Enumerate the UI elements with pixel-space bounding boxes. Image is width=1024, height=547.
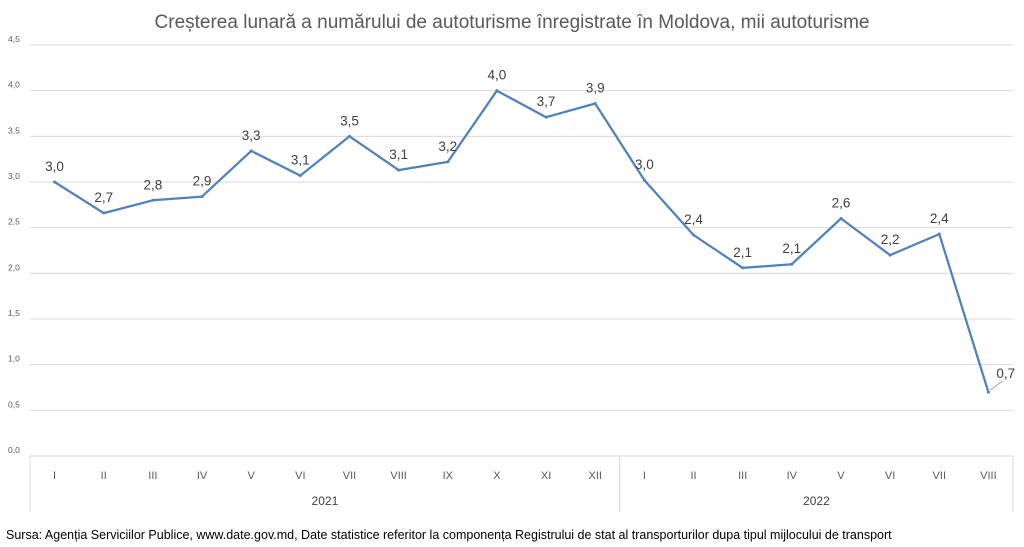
data-point [298,174,302,178]
x-tick-label: XII [588,470,601,482]
x-tick-label: V [837,470,845,482]
chart-title: Creșterea lunară a numărului de autoturi… [155,12,870,33]
x-tick-label: I [53,470,56,482]
x-tick-label: IX [443,470,454,482]
data-point [53,180,57,184]
data-labels: 3,0 2,7 2,8 2,9 3,3 3,1 3,5 3,1 3,2 4,0 3,7 3,9 3,0 2… [45,68,1015,391]
data-label: 3,2 [438,139,457,154]
x-tick-label: II [690,470,696,482]
x-tick-label: III [148,470,157,482]
data-label: 2,8 [143,177,162,192]
x-tick-label: VIII [390,470,407,482]
x-tick-label: X [493,470,501,482]
data-point [692,233,696,237]
y-tick-label: 4,5 [8,34,20,44]
x-tick-label: V [248,470,256,482]
y-tick-label: 2,5 [8,217,20,227]
data-label: 3,1 [291,153,310,168]
data-point [544,115,548,119]
data-label: 2,7 [94,190,113,205]
data-point [839,217,843,221]
data-point [347,134,351,138]
data-point [249,149,253,153]
data-label: 2,4 [684,212,703,227]
data-label: 3,7 [537,94,556,109]
y-tick-label: 4,0 [8,80,20,90]
x-axis: I II III IV V VI VII VIII IX X XI XII I II III IV V VI VII… [29,455,1014,512]
x-tick-label: IV [197,470,208,482]
data-label: 3,9 [586,80,605,95]
data-label: 2,4 [930,211,949,226]
data-label: 2,1 [782,241,801,256]
y-tick-label: 2,0 [8,262,20,272]
data-point [446,160,450,164]
y-tick-label: 1,0 [8,354,20,364]
series-line [53,89,990,394]
y-tick-label: 0,5 [8,399,20,409]
data-point [200,195,204,199]
source-note: Sursa: Agenția Serviciilor Publice, www.… [6,528,892,542]
data-point [151,198,155,202]
data-label: 0,7 [996,366,1015,381]
x-tick-label: VIII [980,470,997,482]
x-tick-label: II [101,470,107,482]
x-tick-label: XI [541,470,551,482]
data-label: 3,5 [340,113,359,128]
data-point [790,262,794,266]
x-tick-label: VII [933,470,946,482]
y-tick-label: 3,0 [8,171,20,181]
data-point [642,178,646,182]
x-tick-label: VII [343,470,356,482]
x-tick-label: IV [787,470,798,482]
data-label: 2,9 [193,174,212,189]
data-point [937,232,941,236]
year-label: 2022 [803,494,830,508]
data-label: 4,0 [488,68,507,83]
x-tick-label: VI [885,470,895,482]
y-tick-label: 1,5 [8,308,20,318]
data-label: 3,0 [45,159,64,174]
data-label: 2,2 [881,232,900,247]
data-series [53,89,990,394]
data-point [397,168,401,172]
data-label: 2,6 [832,196,851,211]
leader-line [990,380,1003,391]
y-axis: 0,0 0,5 1,0 1,5 2,0 2,5 3,0 3,5 4,0 4,5 [8,34,20,455]
data-point [102,211,106,215]
data-point [495,89,499,93]
data-label: 3,3 [242,128,261,143]
data-label: 2,1 [733,245,752,260]
gridlines [30,44,1013,411]
x-tick-label: I [643,470,646,482]
x-tick-label: VI [295,470,305,482]
x-tick-label: III [738,470,747,482]
y-tick-label: 3,5 [8,125,20,135]
year-label: 2021 [312,494,339,508]
data-point [593,101,597,105]
data-point [888,253,892,257]
data-point [986,390,990,394]
data-point [741,266,745,270]
y-tick-label: 0,0 [8,445,20,455]
data-label: 3,1 [389,147,408,162]
data-label: 3,0 [635,157,654,172]
